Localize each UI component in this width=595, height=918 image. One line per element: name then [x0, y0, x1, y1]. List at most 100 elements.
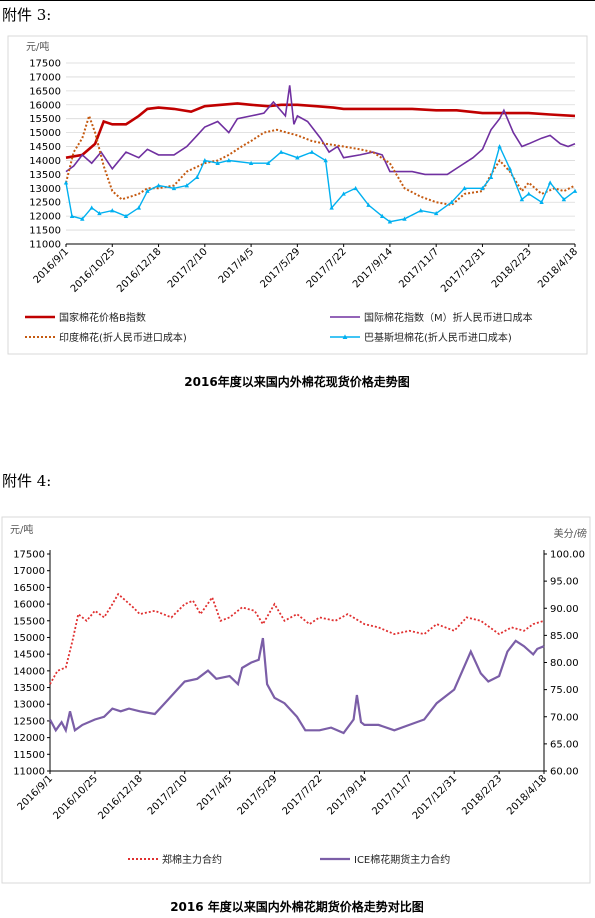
x-tick-label: 2018/4/18	[505, 773, 549, 817]
left-y-tick-label: 13000	[13, 700, 45, 711]
series-4-marker	[156, 183, 161, 188]
series-4-marker	[572, 188, 578, 193]
series-4-marker	[462, 185, 467, 191]
left-y-tick-label: 15500	[13, 616, 45, 627]
series-4-marker	[329, 205, 334, 210]
series-4-marker	[184, 183, 190, 188]
series-4-marker	[69, 213, 75, 218]
series-4-marker	[323, 158, 328, 163]
series-4-marker	[480, 185, 485, 191]
y-tick-label: 13500	[29, 170, 61, 181]
x-tick-label: 2017/12/31	[411, 773, 460, 822]
x-tick-label: 2017/5/29	[236, 773, 280, 817]
left-y-tick-label: 12000	[13, 733, 45, 744]
right-y-tick-label: 95.00	[550, 577, 579, 588]
y-tick-label: 11000	[29, 240, 61, 251]
y-tick-label: 17000	[29, 72, 61, 83]
right-y-tick-label: 100.00	[550, 550, 585, 561]
series-2-legend-label: ICE棉花期货主力合约	[354, 853, 450, 866]
right-y-tick-label: 85.00	[550, 631, 579, 642]
attachment-3-label: 附件 3:	[2, 6, 52, 24]
series-4-marker	[295, 155, 300, 160]
series-4-marker	[488, 174, 494, 179]
series-2-line	[49, 637, 545, 735]
series-4-marker	[433, 210, 439, 216]
right-y-tick-label: 80.00	[550, 658, 579, 669]
right-y-tick-label: 60.00	[550, 767, 579, 778]
x-tick-label: 2016/12/18	[96, 773, 145, 822]
left-y-tick-label: 11500	[13, 750, 45, 761]
x-tick-label: 2017/4/5	[195, 773, 235, 813]
y-tick-label: 15000	[29, 128, 61, 139]
y-tick-label: 16500	[29, 86, 61, 97]
series-4-legend-label: 巴基斯坦棉花(折人民币进口成本)	[364, 331, 512, 344]
series-4-legend-marker	[342, 334, 348, 339]
series-3-legend-label: 印度棉花(折人民币进口成本)	[59, 331, 187, 344]
series-4-marker	[226, 158, 232, 163]
series-3-line	[65, 112, 576, 207]
series-4-marker	[89, 205, 94, 210]
x-tick-label: 2016/9/1	[16, 773, 56, 813]
right-y-tick-label: 90.00	[550, 604, 579, 615]
left-y-tick-label: 14500	[13, 650, 45, 661]
left-y-tick-label: 12500	[13, 716, 45, 727]
x-tick-label: 2017/2/10	[146, 773, 190, 817]
series-4-marker	[353, 185, 358, 191]
series-4-marker	[418, 208, 423, 213]
series-1-line	[49, 592, 545, 685]
spot-price-chart: 元/吨 11000 11500 12000 12500 13000 13500 14000 14…	[7, 35, 588, 389]
series-4-marker	[80, 216, 85, 221]
series-2-legend-label: 国际棉花指数（M）折人民币进口成本	[364, 311, 533, 324]
left-y-tick-label: 14000	[13, 666, 45, 677]
series-4-marker	[507, 166, 513, 171]
right-y-tick-label: 65.00	[550, 739, 579, 750]
series-4-marker	[136, 205, 142, 210]
series-1-legend-label: 郑棉主力合约	[162, 853, 222, 866]
right-axis-unit-label: 美分/磅	[554, 527, 587, 540]
y-tick-label: 12000	[29, 212, 61, 223]
left-y-tick-label: 17000	[13, 566, 45, 577]
series-4-marker	[202, 158, 208, 163]
series-4-marker	[171, 185, 177, 191]
y-tick-label: 15500	[29, 114, 61, 125]
series-4-marker	[561, 197, 567, 202]
series-4-marker	[539, 199, 544, 205]
y-tick-label: 16000	[29, 100, 61, 111]
series-4-marker	[145, 188, 150, 193]
series-4-marker	[97, 210, 102, 216]
series-4-marker	[63, 180, 69, 185]
series-4-marker	[278, 149, 284, 154]
series-4-marker	[402, 216, 407, 221]
series-4-marker	[341, 191, 346, 196]
series-1-line	[65, 102, 576, 159]
series-4-marker	[110, 208, 115, 213]
chart-title: 2016 年度以来国内外棉花期货价格走势对比图	[170, 899, 424, 914]
series-4-marker	[266, 160, 271, 166]
y-tick-label: 11500	[29, 226, 61, 237]
left-y-tick-label: 17500	[13, 550, 45, 561]
left-y-tick-label: 16000	[13, 600, 45, 611]
series-4-marker	[123, 213, 129, 218]
y-tick-label: 13000	[29, 184, 61, 195]
series-2-line	[65, 85, 576, 176]
y-tick-label: 14000	[29, 156, 61, 167]
left-y-tick-label: 16500	[13, 583, 45, 594]
attachment-4-label: 附件 4:	[2, 472, 52, 490]
series-4-marker	[519, 197, 525, 202]
y-tick-label: 12500	[29, 198, 61, 209]
series-4-marker	[215, 160, 220, 166]
series-4-marker	[248, 160, 254, 166]
x-tick-label: 2017/11/7	[370, 773, 414, 817]
left-y-tick-label: 11000	[13, 767, 45, 778]
chart-title: 2016年度以来国内外棉花现货价格走势图	[184, 374, 409, 389]
y-tick-label: 14500	[29, 142, 61, 153]
x-tick-label: 2018/2/23	[460, 773, 504, 817]
series-4-marker	[497, 144, 502, 149]
x-tick-label: 2017/9/14	[325, 773, 369, 817]
y-tick-label: 17500	[29, 59, 61, 70]
x-tick-label: 2017/7/22	[281, 773, 325, 817]
y-axis-unit-label: 元/吨	[26, 40, 49, 53]
series-4-marker	[309, 149, 315, 154]
series-4-marker	[547, 180, 553, 185]
